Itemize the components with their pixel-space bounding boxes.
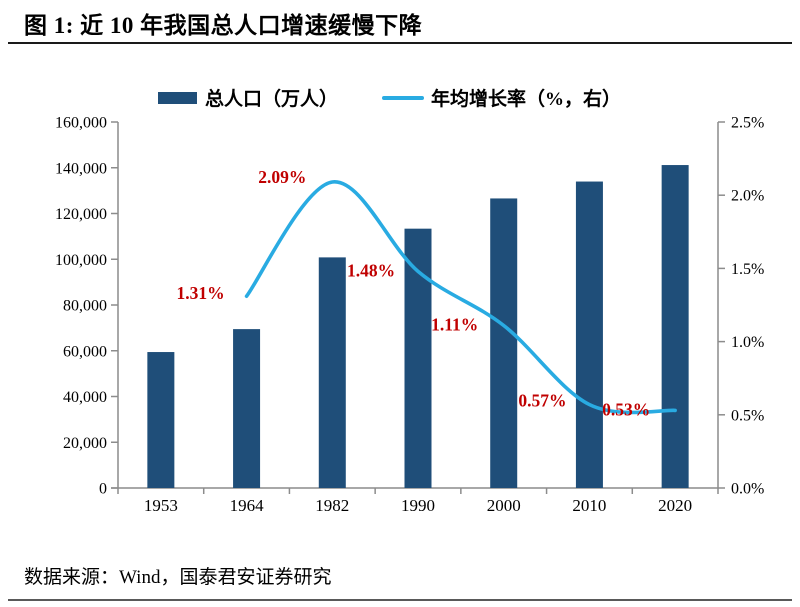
bar-2010	[575, 181, 603, 488]
y-axis-right-label: 1.5%	[731, 261, 764, 278]
x-axis-label-1964: 1964	[230, 496, 265, 515]
y-axis-right-label: 0.0%	[731, 481, 764, 498]
legend-item-growth-rate: 年均增长率（%，右）	[382, 84, 621, 111]
x-axis-label-1990: 1990	[401, 496, 435, 515]
bar-1982	[318, 257, 346, 488]
bar-1964	[233, 329, 261, 488]
y-axis-left-label: 0	[99, 481, 107, 498]
x-axis-label-1953: 1953	[144, 496, 178, 515]
x-axis-label-2010: 2010	[572, 496, 606, 515]
y-axis-left-label: 100,000	[55, 252, 107, 269]
point-label-1990: 1.48%	[347, 260, 395, 280]
y-axis-left-label: 60,000	[63, 343, 107, 360]
point-label-2000: 1.11%	[431, 314, 478, 334]
footer-divider	[8, 599, 792, 601]
x-axis-label-2000: 2000	[487, 496, 521, 515]
y-axis-left-label: 80,000	[63, 298, 107, 315]
bar-1953	[147, 352, 175, 488]
point-label-1964: 1.31%	[177, 283, 225, 303]
bar-2000	[490, 198, 518, 488]
y-axis-left-label: 160,000	[55, 115, 107, 132]
bar-2020	[661, 165, 689, 488]
y-axis-right-label: 2.5%	[731, 115, 764, 132]
line-series-swatch-icon	[382, 95, 425, 100]
growth-rate-line	[244, 180, 677, 415]
y-axis-left-label: 40,000	[63, 389, 107, 406]
bar-series-swatch-icon	[158, 91, 197, 104]
x-axis-label-2020: 2020	[658, 496, 692, 515]
y-axis-right-label: 1.0%	[731, 334, 764, 351]
point-label-1982: 2.09%	[258, 167, 306, 187]
y-axis-right-label: 2.0%	[731, 188, 764, 205]
y-axis-left-label: 140,000	[55, 160, 107, 177]
y-axis-left-label: 120,000	[55, 206, 107, 223]
point-label-2010: 0.57%	[518, 391, 566, 411]
title-divider	[8, 42, 792, 44]
legend-label-population: 总人口（万人）	[205, 89, 339, 110]
legend-item-population: 总人口（万人）	[158, 84, 338, 111]
figure-title: 图 1: 近 10 年我国总人口增速缓慢下降	[24, 13, 423, 38]
chart-legend: 总人口（万人） 年均增长率（%，右）	[158, 84, 621, 111]
y-axis-left-label: 20,000	[63, 435, 107, 452]
legend-label-growth-rate: 年均增长率（%，右）	[431, 89, 622, 110]
data-source: 数据来源：Wind，国泰君安证券研究	[24, 567, 332, 588]
bar-1990	[404, 228, 432, 488]
x-axis-label-1982: 1982	[315, 496, 349, 515]
y-axis-right-label: 0.5%	[731, 407, 764, 424]
point-label-2020: 0.53%	[602, 399, 650, 419]
